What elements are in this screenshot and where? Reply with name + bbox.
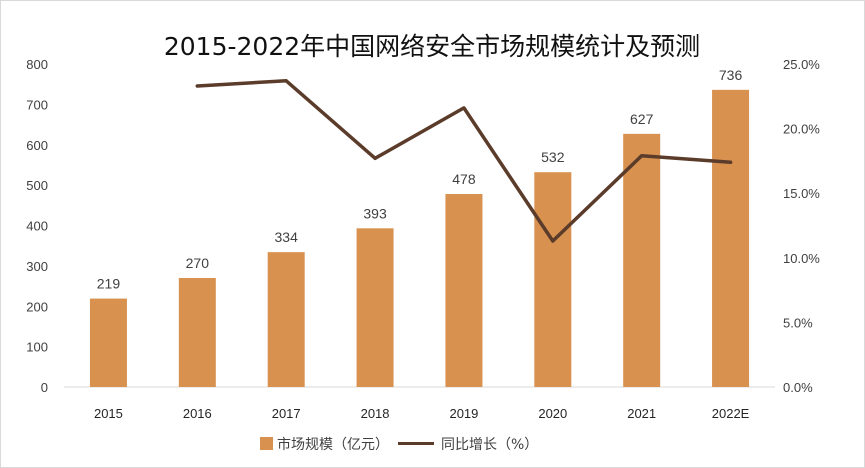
legend-bar-swatch (260, 437, 273, 450)
y-tick-label: 600 (26, 138, 48, 153)
y-tick-label: 800 (26, 57, 48, 72)
bar-data-label: 270 (186, 255, 210, 271)
y-axis-left: 0 100 200 300 400 500 600 700 800 (26, 57, 48, 395)
x-tick-label: 2020 (538, 406, 567, 421)
bar-data-label: 478 (452, 171, 476, 187)
bar-series (89, 89, 750, 387)
x-tick-label: 2015 (94, 406, 123, 421)
growth-line-point (551, 239, 555, 243)
y2-tick-label: 20.0% (783, 122, 820, 137)
growth-line-point (640, 154, 644, 158)
bar-data-label: 334 (275, 229, 299, 245)
x-tick-label: 2016 (183, 406, 212, 421)
legend: 市场规模（亿元） 同比增长（%） (260, 436, 538, 453)
legend-bar-label: 市场规模（亿元） (277, 436, 389, 453)
y-tick-label: 100 (26, 340, 48, 355)
growth-line-point (284, 79, 288, 83)
y-tick-label: 0 (41, 380, 48, 395)
x-axis: 2015 2016 2017 2018 2019 2020 2021 2022E (94, 406, 750, 421)
growth-line-point (462, 106, 466, 110)
y2-tick-label: 10.0% (783, 251, 820, 266)
y-tick-label: 200 (26, 299, 48, 314)
growth-line-point (195, 84, 199, 88)
x-tick-label: 2019 (449, 406, 478, 421)
x-tick-label: 2021 (627, 406, 656, 421)
bar-data-label: 219 (97, 276, 121, 292)
y-tick-label: 300 (26, 259, 48, 274)
legend-line-label: 同比增长（%） (441, 437, 538, 453)
bar (267, 252, 305, 387)
bar (534, 172, 572, 387)
bar (178, 277, 216, 387)
y-tick-label: 400 (26, 219, 48, 234)
growth-line-point (373, 156, 377, 160)
bar-data-label: 627 (630, 111, 654, 127)
bar-data-label: 532 (541, 149, 565, 165)
bar-data-label: 736 (719, 67, 743, 83)
growth-line-series (195, 79, 733, 243)
bar (445, 194, 483, 387)
growth-line-point (729, 160, 733, 164)
y-tick-label: 700 (26, 97, 48, 112)
y-axis-right: 0.0% 5.0% 10.0% 15.0% 20.0% 25.0% (783, 57, 820, 395)
chart-title: 2015-2022年中国网络安全市场规模统计及预测 (164, 32, 700, 61)
y2-tick-label: 0.0% (783, 380, 813, 395)
x-tick-label: 2018 (361, 406, 390, 421)
bar (623, 133, 661, 387)
x-tick-label: 2017 (272, 406, 301, 421)
bar (356, 228, 394, 387)
bar (712, 89, 750, 387)
x-tick-label: 2022E (712, 406, 750, 421)
bar-data-label: 393 (363, 205, 387, 221)
y2-tick-label: 5.0% (783, 315, 813, 330)
bar-data-labels: 219 270 334 393 478 532 627 736 (97, 67, 743, 292)
y-tick-label: 500 (26, 178, 48, 193)
y2-tick-label: 25.0% (783, 57, 820, 72)
bar (89, 298, 127, 387)
y2-tick-label: 15.0% (783, 186, 820, 201)
